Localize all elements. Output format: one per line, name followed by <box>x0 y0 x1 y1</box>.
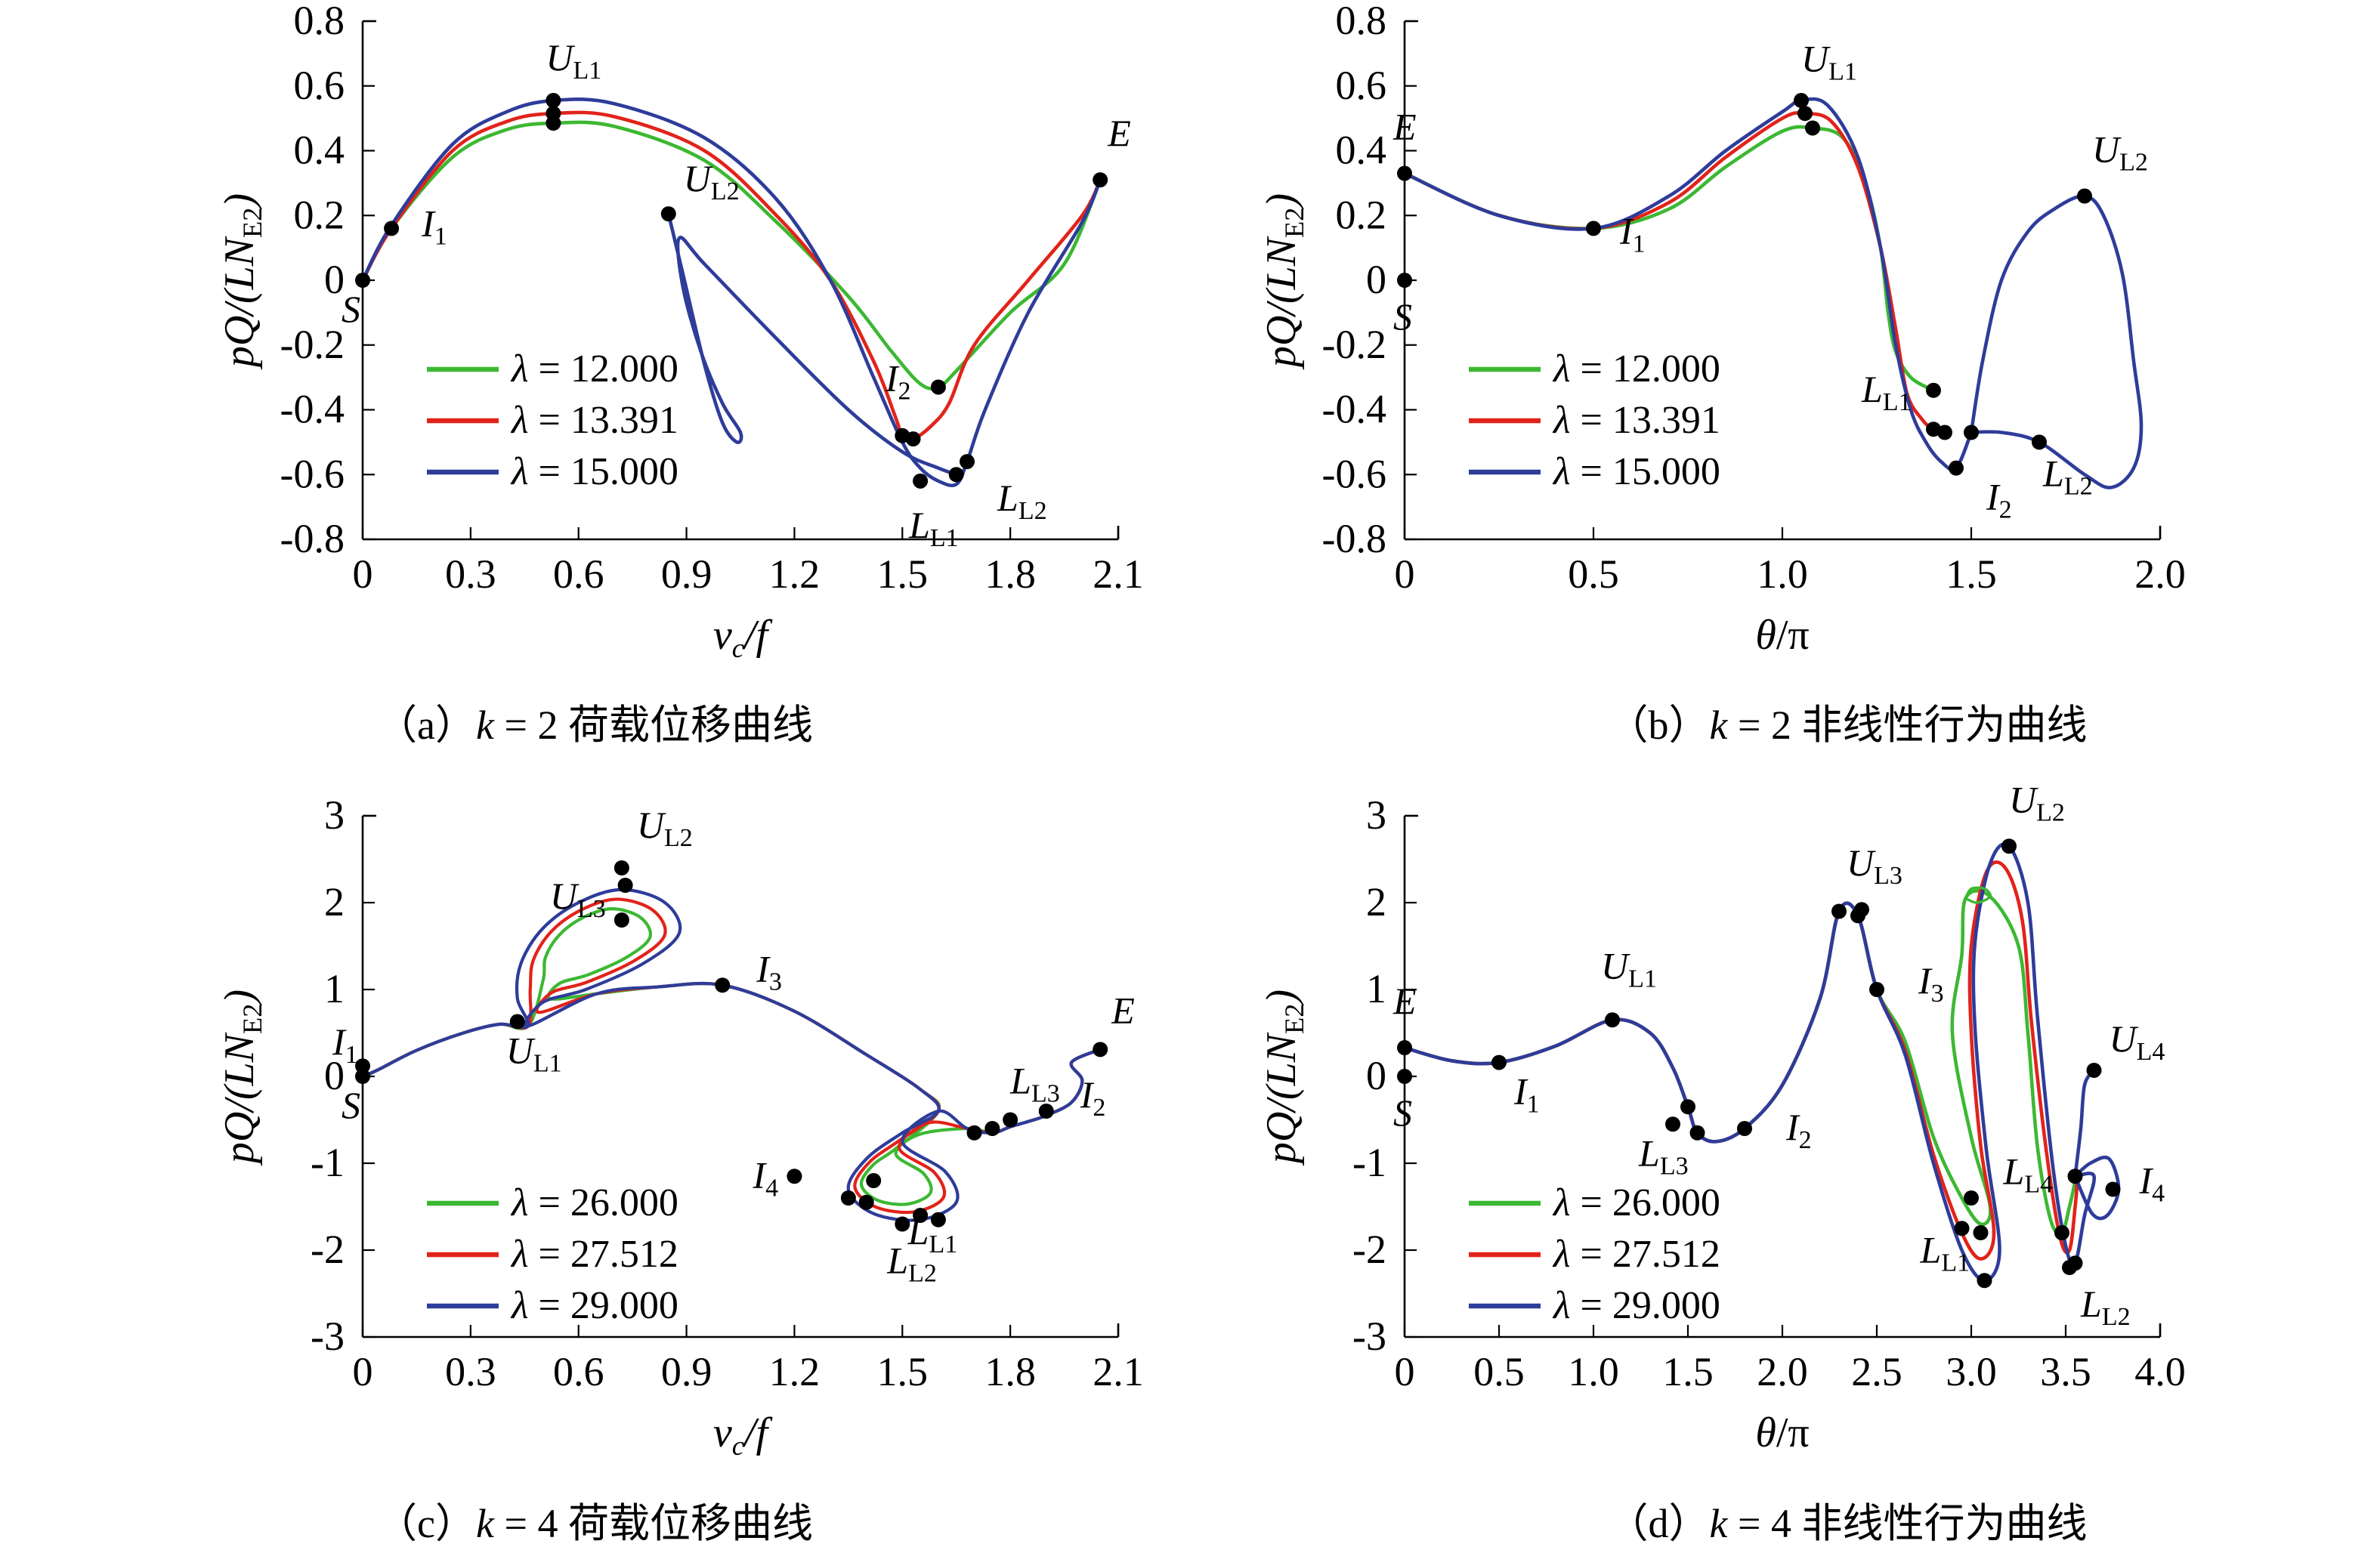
svg-text:1.8: 1.8 <box>984 1349 1036 1394</box>
svg-text:2.0: 2.0 <box>2134 551 2186 597</box>
svg-text:2.5: 2.5 <box>1851 1349 1902 1394</box>
svg-text:λ = 29.000: λ = 29.000 <box>510 1284 678 1327</box>
svg-text:-0.6: -0.6 <box>280 451 345 496</box>
svg-text:3: 3 <box>1366 792 1386 838</box>
svg-text:λ = 12.000: λ = 12.000 <box>510 347 678 391</box>
svg-text:4.0: 4.0 <box>2134 1349 2186 1394</box>
svg-text:-0.6: -0.6 <box>1322 451 1386 496</box>
svg-text:（a）k = 2 荷载位移曲线: （a）k = 2 荷载位移曲线 <box>376 702 813 748</box>
svg-text:0.9: 0.9 <box>661 551 712 597</box>
svg-text:λ = 27.512: λ = 27.512 <box>510 1233 678 1276</box>
svg-text:0: 0 <box>1366 1053 1386 1098</box>
svg-text:-1: -1 <box>311 1140 345 1185</box>
svg-text:θ/π: θ/π <box>1755 612 1809 659</box>
svg-text:-0.4: -0.4 <box>1322 387 1386 432</box>
svg-text:0.2: 0.2 <box>1336 192 1387 237</box>
svg-text:λ = 15.000: λ = 15.000 <box>510 450 678 493</box>
svg-text:0.6: 0.6 <box>553 551 604 597</box>
svg-text:-0.2: -0.2 <box>1322 322 1386 367</box>
svg-text:2: 2 <box>1366 879 1386 925</box>
svg-text:0: 0 <box>1395 551 1415 597</box>
svg-text:（d）k = 4 非线性行为曲线: （d）k = 4 非线性行为曲线 <box>1608 1501 2088 1546</box>
svg-text:λ = 12.000: λ = 12.000 <box>1552 347 1720 391</box>
svg-text:1.2: 1.2 <box>769 1349 821 1394</box>
svg-text:λ = 29.000: λ = 29.000 <box>1552 1284 1720 1327</box>
svg-text:0.8: 0.8 <box>294 0 345 43</box>
svg-text:0.6: 0.6 <box>1336 63 1387 108</box>
svg-text:0.9: 0.9 <box>661 1349 712 1394</box>
svg-text:3.0: 3.0 <box>1946 1349 1997 1394</box>
svg-text:3: 3 <box>324 792 345 838</box>
svg-text:λ = 27.512: λ = 27.512 <box>1552 1233 1720 1276</box>
svg-text:1.5: 1.5 <box>1662 1349 1714 1394</box>
svg-text:λ = 26.000: λ = 26.000 <box>1552 1181 1720 1224</box>
svg-text:0.2: 0.2 <box>294 192 345 237</box>
svg-text:1.5: 1.5 <box>877 1349 929 1394</box>
svg-text:1: 1 <box>324 966 345 1011</box>
svg-text:-3: -3 <box>1352 1314 1386 1359</box>
svg-text:S: S <box>342 1084 360 1126</box>
svg-text:1.0: 1.0 <box>1757 551 1808 597</box>
svg-text:0.4: 0.4 <box>1336 128 1387 173</box>
svg-text:-2: -2 <box>1352 1227 1386 1272</box>
svg-text:2.1: 2.1 <box>1093 1349 1144 1394</box>
svg-text:0: 0 <box>353 1349 373 1394</box>
svg-text:S: S <box>1393 1091 1412 1134</box>
svg-text:1.2: 1.2 <box>769 551 821 597</box>
svg-text:λ = 13.391: λ = 13.391 <box>510 399 678 442</box>
svg-text:0.6: 0.6 <box>294 63 345 108</box>
svg-text:1.8: 1.8 <box>984 551 1036 597</box>
svg-text:1.5: 1.5 <box>1946 551 1997 597</box>
svg-text:λ = 13.391: λ = 13.391 <box>1552 399 1720 442</box>
svg-text:3.5: 3.5 <box>2040 1349 2091 1394</box>
svg-text:1.5: 1.5 <box>877 551 929 597</box>
svg-text:0.5: 0.5 <box>1473 1349 1525 1394</box>
svg-text:（c）k = 4 荷载位移曲线: （c）k = 4 荷载位移曲线 <box>376 1501 813 1546</box>
svg-text:0.8: 0.8 <box>1336 0 1387 43</box>
svg-text:E: E <box>1392 980 1417 1022</box>
svg-text:-2: -2 <box>311 1227 345 1272</box>
svg-text:2.0: 2.0 <box>1757 1349 1808 1394</box>
svg-text:-1: -1 <box>1352 1140 1386 1185</box>
svg-text:（b）k = 2 非线性行为曲线: （b）k = 2 非线性行为曲线 <box>1608 702 2088 748</box>
svg-text:0: 0 <box>353 551 373 597</box>
svg-text:-0.2: -0.2 <box>280 322 345 367</box>
svg-text:0: 0 <box>1395 1349 1415 1394</box>
svg-text:E: E <box>1392 106 1417 148</box>
svg-text:λ = 26.000: λ = 26.000 <box>510 1181 678 1224</box>
svg-text:S: S <box>1393 295 1412 338</box>
svg-text:0.3: 0.3 <box>445 551 496 597</box>
svg-text:2.1: 2.1 <box>1093 551 1144 597</box>
svg-text:2: 2 <box>324 879 345 925</box>
svg-text:0.3: 0.3 <box>445 1349 496 1394</box>
svg-text:-3: -3 <box>311 1314 345 1359</box>
svg-text:-0.8: -0.8 <box>1322 516 1386 561</box>
svg-text:-0.4: -0.4 <box>280 387 345 432</box>
svg-text:E: E <box>1107 112 1131 154</box>
svg-text:S: S <box>342 288 360 330</box>
svg-text:0.6: 0.6 <box>553 1349 604 1394</box>
svg-text:0: 0 <box>1366 257 1386 302</box>
svg-text:1: 1 <box>1366 966 1386 1011</box>
svg-text:0.4: 0.4 <box>294 128 345 173</box>
svg-text:E: E <box>1111 989 1135 1031</box>
svg-text:θ/π: θ/π <box>1755 1409 1809 1456</box>
svg-text:0.5: 0.5 <box>1568 551 1619 597</box>
svg-text:λ = 15.000: λ = 15.000 <box>1552 450 1720 493</box>
svg-text:1.0: 1.0 <box>1568 1349 1619 1394</box>
svg-text:-0.8: -0.8 <box>280 516 345 561</box>
